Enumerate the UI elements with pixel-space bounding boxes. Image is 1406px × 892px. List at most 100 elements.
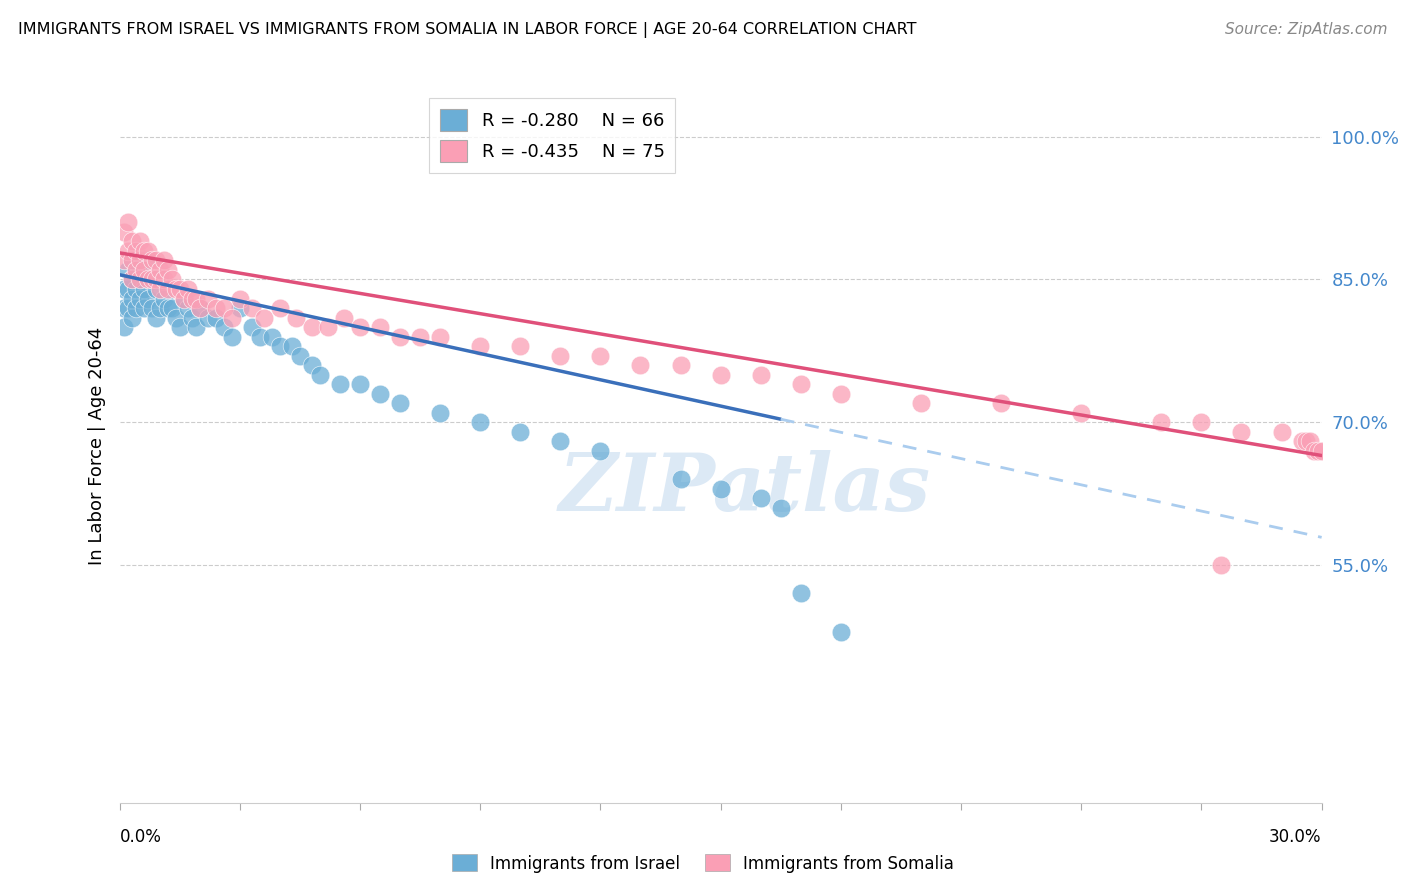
Point	[188, 301, 211, 315]
Point	[117, 301, 139, 315]
Point	[141, 253, 163, 268]
Point	[749, 368, 772, 382]
Point	[152, 253, 174, 268]
Point	[112, 320, 135, 334]
Point	[121, 253, 143, 268]
Y-axis label: In Labor Force | Age 20-64: In Labor Force | Age 20-64	[87, 326, 105, 566]
Point	[749, 491, 772, 506]
Point	[1298, 434, 1320, 449]
Point	[124, 263, 146, 277]
Point	[176, 301, 198, 315]
Point	[124, 301, 146, 315]
Point	[132, 301, 155, 315]
Point	[184, 292, 207, 306]
Point	[112, 225, 135, 239]
Point	[156, 282, 179, 296]
Point	[132, 244, 155, 258]
Point	[309, 368, 332, 382]
Point	[117, 263, 139, 277]
Point	[145, 253, 167, 268]
Point	[368, 320, 391, 334]
Point	[301, 320, 323, 334]
Point	[240, 320, 263, 334]
Point	[228, 301, 252, 315]
Point	[240, 301, 263, 315]
Point	[128, 272, 150, 286]
Point	[1070, 406, 1092, 420]
Point	[1291, 434, 1313, 449]
Point	[468, 415, 492, 429]
Point	[112, 282, 135, 296]
Point	[349, 320, 371, 334]
Point	[197, 292, 219, 306]
Point	[990, 396, 1012, 410]
Point	[117, 215, 139, 229]
Point	[509, 339, 531, 353]
Point	[221, 310, 243, 325]
Point	[128, 292, 150, 306]
Point	[128, 253, 150, 268]
Point	[136, 272, 159, 286]
Point	[249, 329, 271, 343]
Point	[136, 253, 159, 268]
Point	[152, 292, 174, 306]
Point	[121, 235, 143, 249]
Point	[1211, 558, 1233, 572]
Point	[124, 263, 146, 277]
Point	[429, 406, 451, 420]
Point	[228, 292, 252, 306]
Point	[301, 358, 323, 372]
Text: 30.0%: 30.0%	[1270, 828, 1322, 846]
Point	[409, 329, 432, 343]
Point	[284, 310, 307, 325]
Point	[589, 349, 612, 363]
Point	[149, 282, 172, 296]
Point	[197, 310, 219, 325]
Point	[160, 301, 183, 315]
Point	[165, 282, 187, 296]
Point	[117, 244, 139, 258]
Point	[589, 443, 612, 458]
Point	[550, 349, 572, 363]
Point	[112, 253, 135, 268]
Point	[145, 272, 167, 286]
Point	[388, 329, 412, 343]
Point	[429, 329, 451, 343]
Point	[769, 500, 792, 515]
Point	[288, 349, 311, 363]
Point	[368, 386, 391, 401]
Point	[165, 310, 187, 325]
Point	[709, 368, 731, 382]
Point	[709, 482, 731, 496]
Point	[156, 301, 179, 315]
Point	[1271, 425, 1294, 439]
Point	[149, 263, 172, 277]
Point	[204, 301, 226, 315]
Point	[388, 396, 412, 410]
Point	[176, 282, 198, 296]
Point	[132, 263, 155, 277]
Point	[550, 434, 572, 449]
Point	[1310, 443, 1333, 458]
Point	[160, 272, 183, 286]
Point	[212, 320, 235, 334]
Point	[253, 310, 276, 325]
Point	[169, 320, 191, 334]
Point	[124, 282, 146, 296]
Point	[1191, 415, 1213, 429]
Point	[149, 301, 172, 315]
Point	[169, 282, 191, 296]
Point	[128, 235, 150, 249]
Point	[136, 244, 159, 258]
Point	[121, 253, 143, 268]
Point	[145, 282, 167, 296]
Point	[141, 272, 163, 286]
Point	[830, 624, 852, 639]
Point	[180, 292, 202, 306]
Point	[112, 301, 135, 315]
Point	[1306, 443, 1329, 458]
Point	[830, 386, 852, 401]
Text: Source: ZipAtlas.com: Source: ZipAtlas.com	[1225, 22, 1388, 37]
Point	[121, 272, 143, 286]
Point	[173, 292, 195, 306]
